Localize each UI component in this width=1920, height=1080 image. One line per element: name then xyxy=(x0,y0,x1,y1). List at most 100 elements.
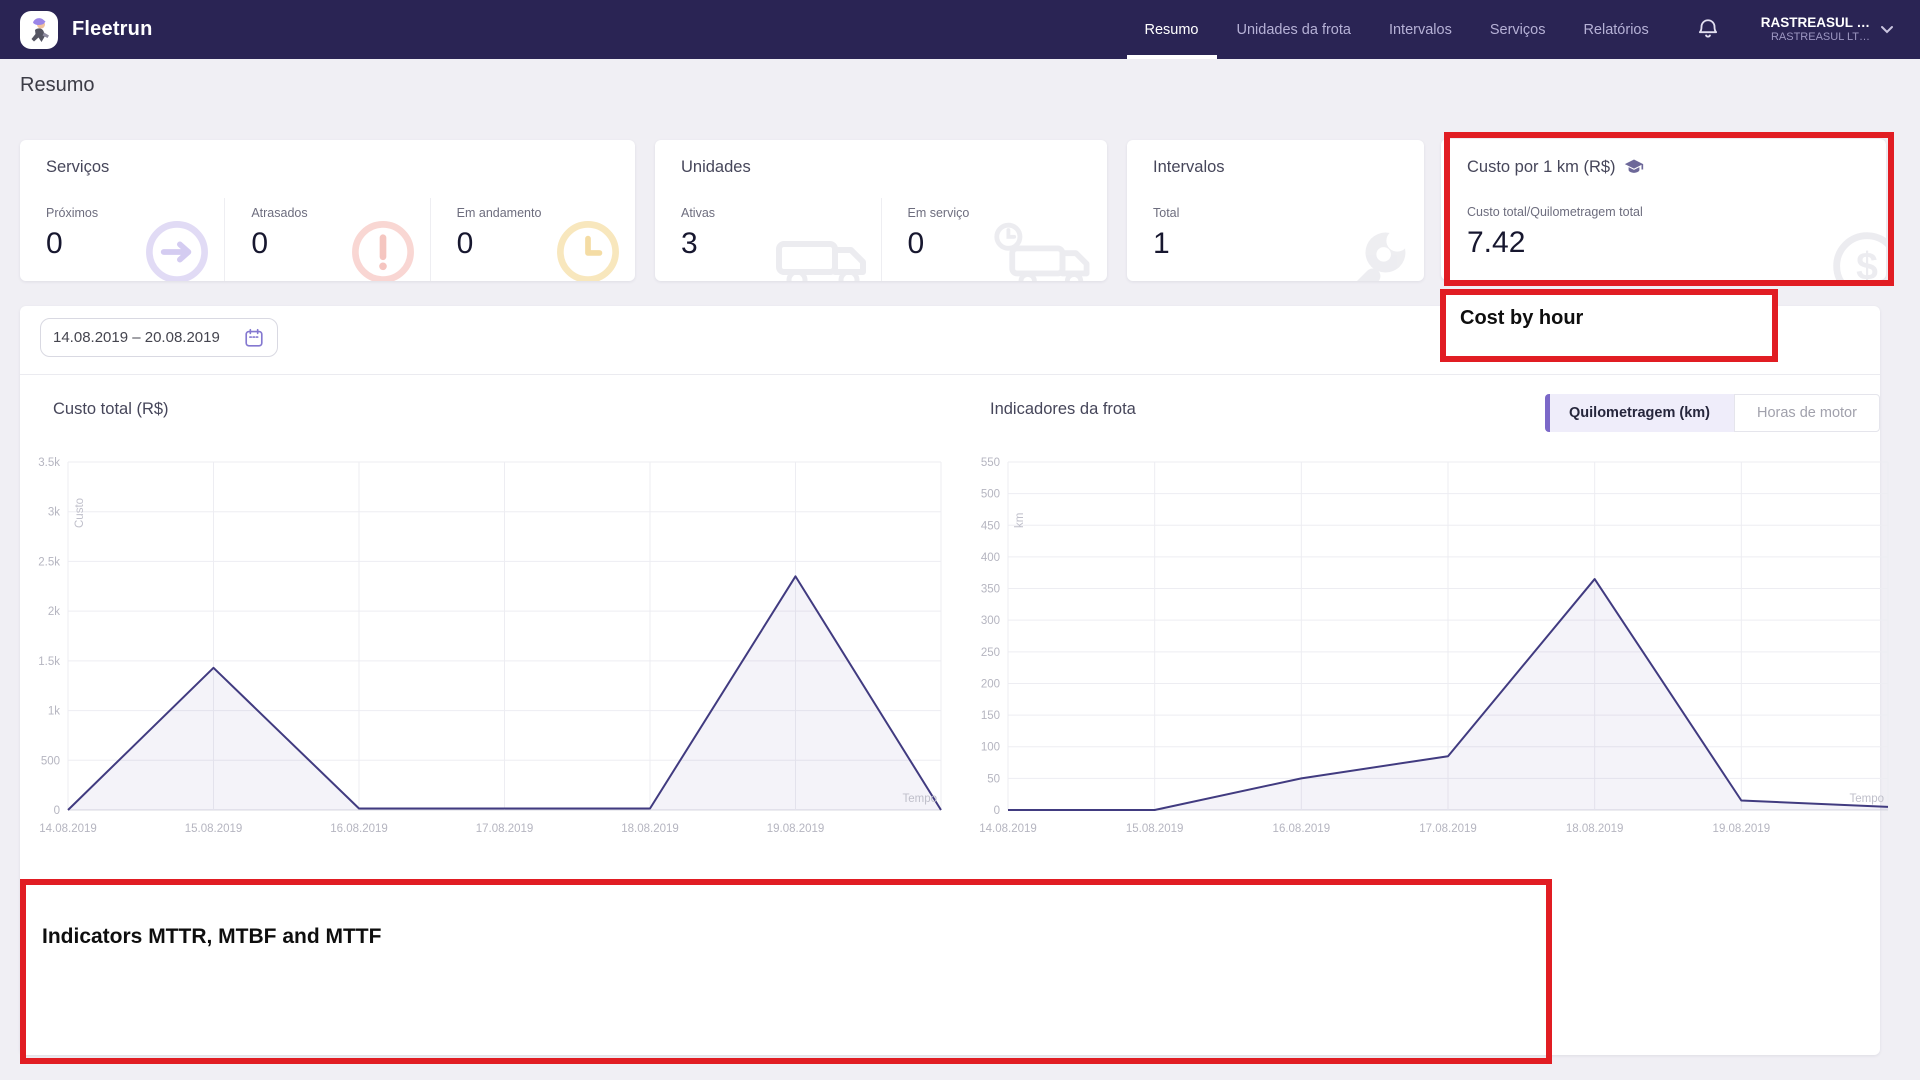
graduation-cap-icon xyxy=(1624,157,1644,177)
nav-item-resumo[interactable]: Resumo xyxy=(1126,0,1217,59)
indicadores-chart: 0 50 100 150 200 250 300 350 400 450 500 550 14.08.2… xyxy=(975,438,1895,840)
svg-text:17.08.2019: 17.08.2019 xyxy=(1419,823,1477,835)
card-title: Unidades xyxy=(681,158,751,176)
metric-value: 0 xyxy=(456,227,474,260)
metric-value: 1 xyxy=(1153,227,1170,260)
svg-text:3k: 3k xyxy=(48,507,60,519)
metric-value: 3 xyxy=(681,227,698,260)
svg-text:250: 250 xyxy=(981,647,1000,659)
calendar-icon[interactable] xyxy=(243,327,265,349)
card-title: Serviços xyxy=(46,158,110,176)
svg-text:100: 100 xyxy=(981,742,1000,754)
fleetrun-logo-icon[interactable] xyxy=(20,10,58,49)
metric-label: Em serviço xyxy=(907,206,970,220)
metric-value: 0 xyxy=(46,227,63,260)
svg-text:400: 400 xyxy=(981,552,1000,564)
svg-text:16.08.2019: 16.08.2019 xyxy=(330,823,388,835)
svg-text:$: $ xyxy=(1856,246,1878,280)
svg-text:1k: 1k xyxy=(48,706,60,718)
account-menu[interactable]: RASTREASUL … RASTREASUL LT… xyxy=(1761,15,1894,44)
svg-text:16.08.2019: 16.08.2019 xyxy=(1273,823,1331,835)
svg-text:14.08.2019: 14.08.2019 xyxy=(39,823,97,835)
chart-title-indicadores: Indicadores da frota xyxy=(990,400,1136,418)
clock-icon xyxy=(545,212,631,281)
card-servicos: Serviços Próximos 0 Atrasados 0 Em andamento 0 xyxy=(20,140,635,281)
app-header: Fleetrun Resumo Unidades da frota Interval… xyxy=(0,0,1920,59)
toggle-button-horas-de-motor[interactable]: Horas de motor xyxy=(1734,394,1880,432)
card-unidades: Unidades Ativas 3 Em serviço 0 xyxy=(655,140,1107,281)
metric-label: Em andamento xyxy=(456,206,542,220)
svg-text:19.08.2019: 19.08.2019 xyxy=(767,823,825,835)
metric-ativas: Ativas 3 xyxy=(655,198,881,281)
svg-text:1.5k: 1.5k xyxy=(38,656,60,668)
coin-icon: $ xyxy=(1822,221,1886,280)
svg-text:550: 550 xyxy=(981,457,1000,469)
chart-unit-toggle: Quilometragem (km) Horas de motor xyxy=(1545,394,1880,432)
nav-item-intervalos[interactable]: Intervalos xyxy=(1388,21,1452,38)
account-company: RASTREASUL LT… xyxy=(1770,31,1870,43)
account-text: RASTREASUL … RASTREASUL LT… xyxy=(1761,15,1870,44)
svg-text:Tempo: Tempo xyxy=(902,793,937,805)
svg-text:0: 0 xyxy=(54,805,60,817)
account-name: RASTREASUL … xyxy=(1760,15,1870,30)
nav-item-relatorios[interactable]: Relatórios xyxy=(1583,21,1649,38)
svg-text:Tempo: Tempo xyxy=(1849,793,1884,805)
svg-text:300: 300 xyxy=(981,615,1000,627)
metric-em-andamento: Em andamento 0 xyxy=(429,198,635,281)
arrow-circle-icon xyxy=(134,212,220,281)
svg-text:150: 150 xyxy=(981,710,1000,722)
date-range-input[interactable]: 14.08.2019 – 20.08.2019 xyxy=(40,318,278,357)
brand-name: Fleetrun xyxy=(72,18,153,40)
metric-label: Próximos xyxy=(46,206,99,220)
metric-proximos: Próximos 0 xyxy=(20,198,224,281)
svg-text:Custo: Custo xyxy=(74,498,86,528)
van-clock-icon xyxy=(991,218,1103,281)
svg-text:450: 450 xyxy=(981,520,1000,532)
svg-text:200: 200 xyxy=(981,678,1000,690)
wrench-icon xyxy=(1318,218,1422,281)
metric-label: Ativas xyxy=(681,206,716,220)
card-intervalos: Intervalos Total 1 xyxy=(1127,140,1424,281)
svg-text:15.08.2019: 15.08.2019 xyxy=(185,823,243,835)
nav-item-unidades-da-frota[interactable]: Unidades da frota xyxy=(1236,21,1351,38)
metric-total: Total 1 xyxy=(1127,198,1424,281)
metric-label: Total xyxy=(1153,206,1180,220)
page-title: Resumo xyxy=(20,74,95,96)
svg-text:19.08.2019: 19.08.2019 xyxy=(1713,823,1771,835)
svg-text:2.5k: 2.5k xyxy=(38,556,60,568)
metric-label: Custo total/Quilometragem total xyxy=(1467,205,1643,219)
alert-circle-icon xyxy=(340,212,426,281)
main-nav: Resumo Unidades da frota Intervalos Serviço… xyxy=(1126,0,1649,59)
chart-title-custo-total: Custo total (R$) xyxy=(53,400,169,418)
toggle-button-quilometragem-km[interactable]: Quilometragem (km) xyxy=(1545,394,1734,432)
svg-text:17.08.2019: 17.08.2019 xyxy=(476,823,534,835)
svg-text:18.08.2019: 18.08.2019 xyxy=(1566,823,1624,835)
van-icon xyxy=(773,224,877,281)
chevron-down-icon xyxy=(1880,25,1894,34)
svg-text:500: 500 xyxy=(981,489,1000,501)
card-title: Custo por 1 km (R$) xyxy=(1467,157,1616,176)
svg-text:18.08.2019: 18.08.2019 xyxy=(621,823,679,835)
nav-item-servicos[interactable]: Serviços xyxy=(1489,21,1546,38)
metric-label: Atrasados xyxy=(251,206,308,220)
svg-text:14.08.2019: 14.08.2019 xyxy=(979,823,1037,835)
card-custo-por-1-km-r: Custo por 1 km (R$) Custo total/Quilometr… xyxy=(1441,139,1886,280)
card-title: Intervalos xyxy=(1153,158,1225,176)
svg-text:350: 350 xyxy=(981,584,1000,596)
notification-bell-icon[interactable] xyxy=(1695,17,1721,43)
svg-text:0: 0 xyxy=(994,805,1000,817)
metric-em-servico: Em serviço 0 xyxy=(880,198,1108,281)
metric-value: 0 xyxy=(251,227,269,260)
svg-text:15.08.2019: 15.08.2019 xyxy=(1126,823,1184,835)
date-range-value: 14.08.2019 – 20.08.2019 xyxy=(53,329,220,346)
metric-value: 0 xyxy=(907,227,925,260)
svg-text:km: km xyxy=(1014,513,1026,528)
metric-custo-total-quilometragem-total: Custo total/Quilometragem total 7.42 $ xyxy=(1441,197,1886,280)
metric-atrasados: Atrasados 0 xyxy=(224,198,429,281)
metric-value: 7.42 xyxy=(1467,226,1526,259)
svg-text:2k: 2k xyxy=(48,606,60,618)
custo-total-chart: 0 500 1k 1.5k 2k 2.5k 3k 3.5k 14.08.2019 15.08.20… xyxy=(30,438,950,840)
svg-text:3.5k: 3.5k xyxy=(38,457,60,469)
svg-text:500: 500 xyxy=(41,755,60,767)
